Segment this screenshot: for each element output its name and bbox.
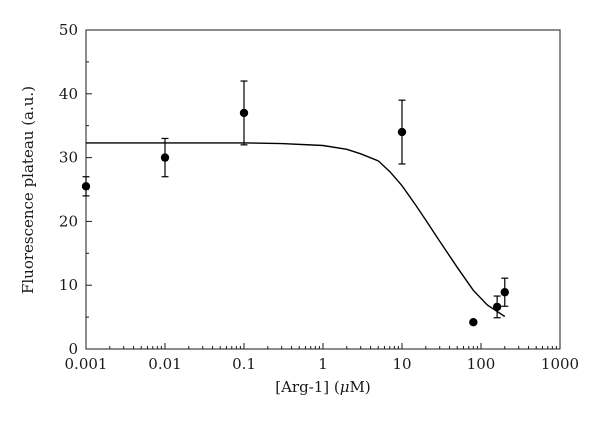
- x-tick-label: 1000: [541, 355, 579, 373]
- data-points-layer: [81, 80, 509, 327]
- x-tick-label: 10: [392, 355, 411, 373]
- x-tick-label: 0.01: [148, 355, 181, 373]
- data-point: [397, 127, 407, 137]
- data-point: [500, 288, 509, 297]
- y-tick-label: 50: [59, 21, 78, 39]
- fit-curve: [86, 142, 506, 318]
- data-point: [81, 182, 91, 191]
- y-tick-label: 40: [59, 85, 78, 103]
- data-point: [239, 108, 249, 118]
- axes-layer: 0.001 0.01 0.1 1 10 100 1000 0 10 20 30 40 50: [59, 21, 579, 373]
- x-tick-label: 100: [467, 355, 496, 373]
- x-tick-label: 0.001: [65, 355, 108, 373]
- x-axis-title-unit-rest: M): [350, 378, 371, 396]
- x-axis-title-unit-symbol: μ: [340, 378, 350, 396]
- data-point: [492, 302, 502, 312]
- x-tick-label: 0.1: [232, 355, 256, 373]
- y-tick-label: 0: [68, 340, 78, 358]
- y-axis-title: Fluorescence plateau (a.u.): [19, 86, 37, 294]
- x-tick-label: 1: [318, 355, 328, 373]
- y-tick-label: 10: [59, 276, 78, 294]
- x-axis-title-main: [Arg-1] (: [275, 378, 340, 396]
- plot-area-frame: [85, 29, 561, 350]
- x-axis-title: [Arg-1] (μM): [275, 378, 371, 396]
- data-point: [469, 318, 478, 327]
- y-tick-label: 20: [59, 212, 78, 230]
- data-point: [160, 153, 170, 162]
- fit-curve-layer: [86, 142, 506, 318]
- y-tick-label: 30: [59, 149, 78, 167]
